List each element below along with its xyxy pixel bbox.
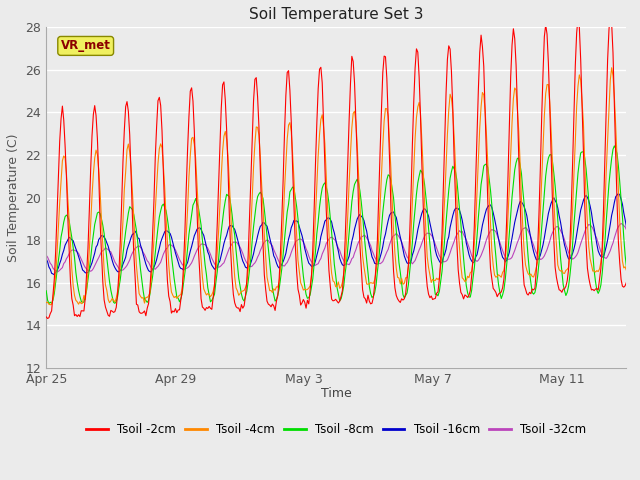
Tsoil -2cm — [503, 218, 511, 224]
Tsoil -32cm — [503, 255, 511, 261]
Tsoil -2cm — [575, 24, 583, 30]
Tsoil -2cm — [607, 8, 614, 14]
Y-axis label: Soil Temperature (C): Soil Temperature (C) — [7, 133, 20, 262]
Tsoil -16cm — [380, 236, 388, 242]
Tsoil -4cm — [88, 193, 96, 199]
Tsoil -2cm — [44, 316, 51, 322]
Tsoil -16cm — [614, 191, 622, 196]
Tsoil -2cm — [491, 287, 499, 293]
Title: Soil Temperature Set 3: Soil Temperature Set 3 — [249, 7, 424, 22]
Line: Tsoil -8cm: Tsoil -8cm — [46, 146, 627, 303]
Tsoil -32cm — [88, 267, 96, 273]
Tsoil -8cm — [88, 242, 96, 248]
Tsoil -4cm — [491, 272, 499, 278]
Tsoil -32cm — [617, 221, 625, 227]
Tsoil -32cm — [380, 255, 388, 261]
Tsoil -16cm — [51, 272, 58, 277]
Tsoil -16cm — [42, 256, 50, 262]
Tsoil -16cm — [88, 260, 96, 265]
Tsoil -8cm — [611, 143, 618, 149]
Tsoil -32cm — [42, 252, 50, 258]
Tsoil -4cm — [47, 302, 54, 308]
Line: Tsoil -2cm: Tsoil -2cm — [46, 11, 627, 319]
Tsoil -2cm — [380, 53, 388, 59]
Tsoil -16cm — [503, 258, 511, 264]
Tsoil -8cm — [575, 159, 583, 165]
Tsoil -16cm — [575, 215, 583, 221]
Tsoil -8cm — [42, 288, 50, 294]
Tsoil -32cm — [446, 250, 454, 256]
Tsoil -4cm — [623, 268, 630, 274]
Legend: Tsoil -2cm, Tsoil -4cm, Tsoil -8cm, Tsoil -16cm, Tsoil -32cm: Tsoil -2cm, Tsoil -4cm, Tsoil -8cm, Tsoi… — [82, 418, 591, 441]
Tsoil -32cm — [623, 227, 630, 233]
Tsoil -32cm — [491, 228, 499, 233]
Tsoil -4cm — [380, 118, 388, 124]
X-axis label: Time: Time — [321, 387, 352, 400]
Tsoil -8cm — [503, 262, 511, 267]
Text: VR_met: VR_met — [61, 39, 111, 52]
Tsoil -8cm — [623, 264, 630, 270]
Tsoil -2cm — [88, 133, 96, 139]
Tsoil -8cm — [380, 197, 388, 203]
Tsoil -2cm — [446, 46, 454, 52]
Tsoil -4cm — [446, 91, 454, 97]
Tsoil -8cm — [45, 300, 52, 306]
Tsoil -2cm — [623, 279, 630, 285]
Tsoil -16cm — [446, 225, 454, 230]
Line: Tsoil -4cm: Tsoil -4cm — [46, 68, 627, 305]
Tsoil -32cm — [53, 269, 61, 275]
Tsoil -4cm — [42, 300, 50, 305]
Tsoil -32cm — [575, 245, 583, 251]
Tsoil -16cm — [491, 216, 499, 221]
Tsoil -8cm — [491, 239, 499, 245]
Line: Tsoil -32cm: Tsoil -32cm — [46, 224, 627, 272]
Tsoil -4cm — [503, 243, 511, 249]
Line: Tsoil -16cm: Tsoil -16cm — [46, 193, 627, 275]
Tsoil -4cm — [575, 72, 583, 78]
Tsoil -2cm — [42, 314, 50, 320]
Tsoil -4cm — [608, 65, 616, 71]
Tsoil -8cm — [446, 175, 454, 181]
Tsoil -16cm — [623, 224, 630, 230]
